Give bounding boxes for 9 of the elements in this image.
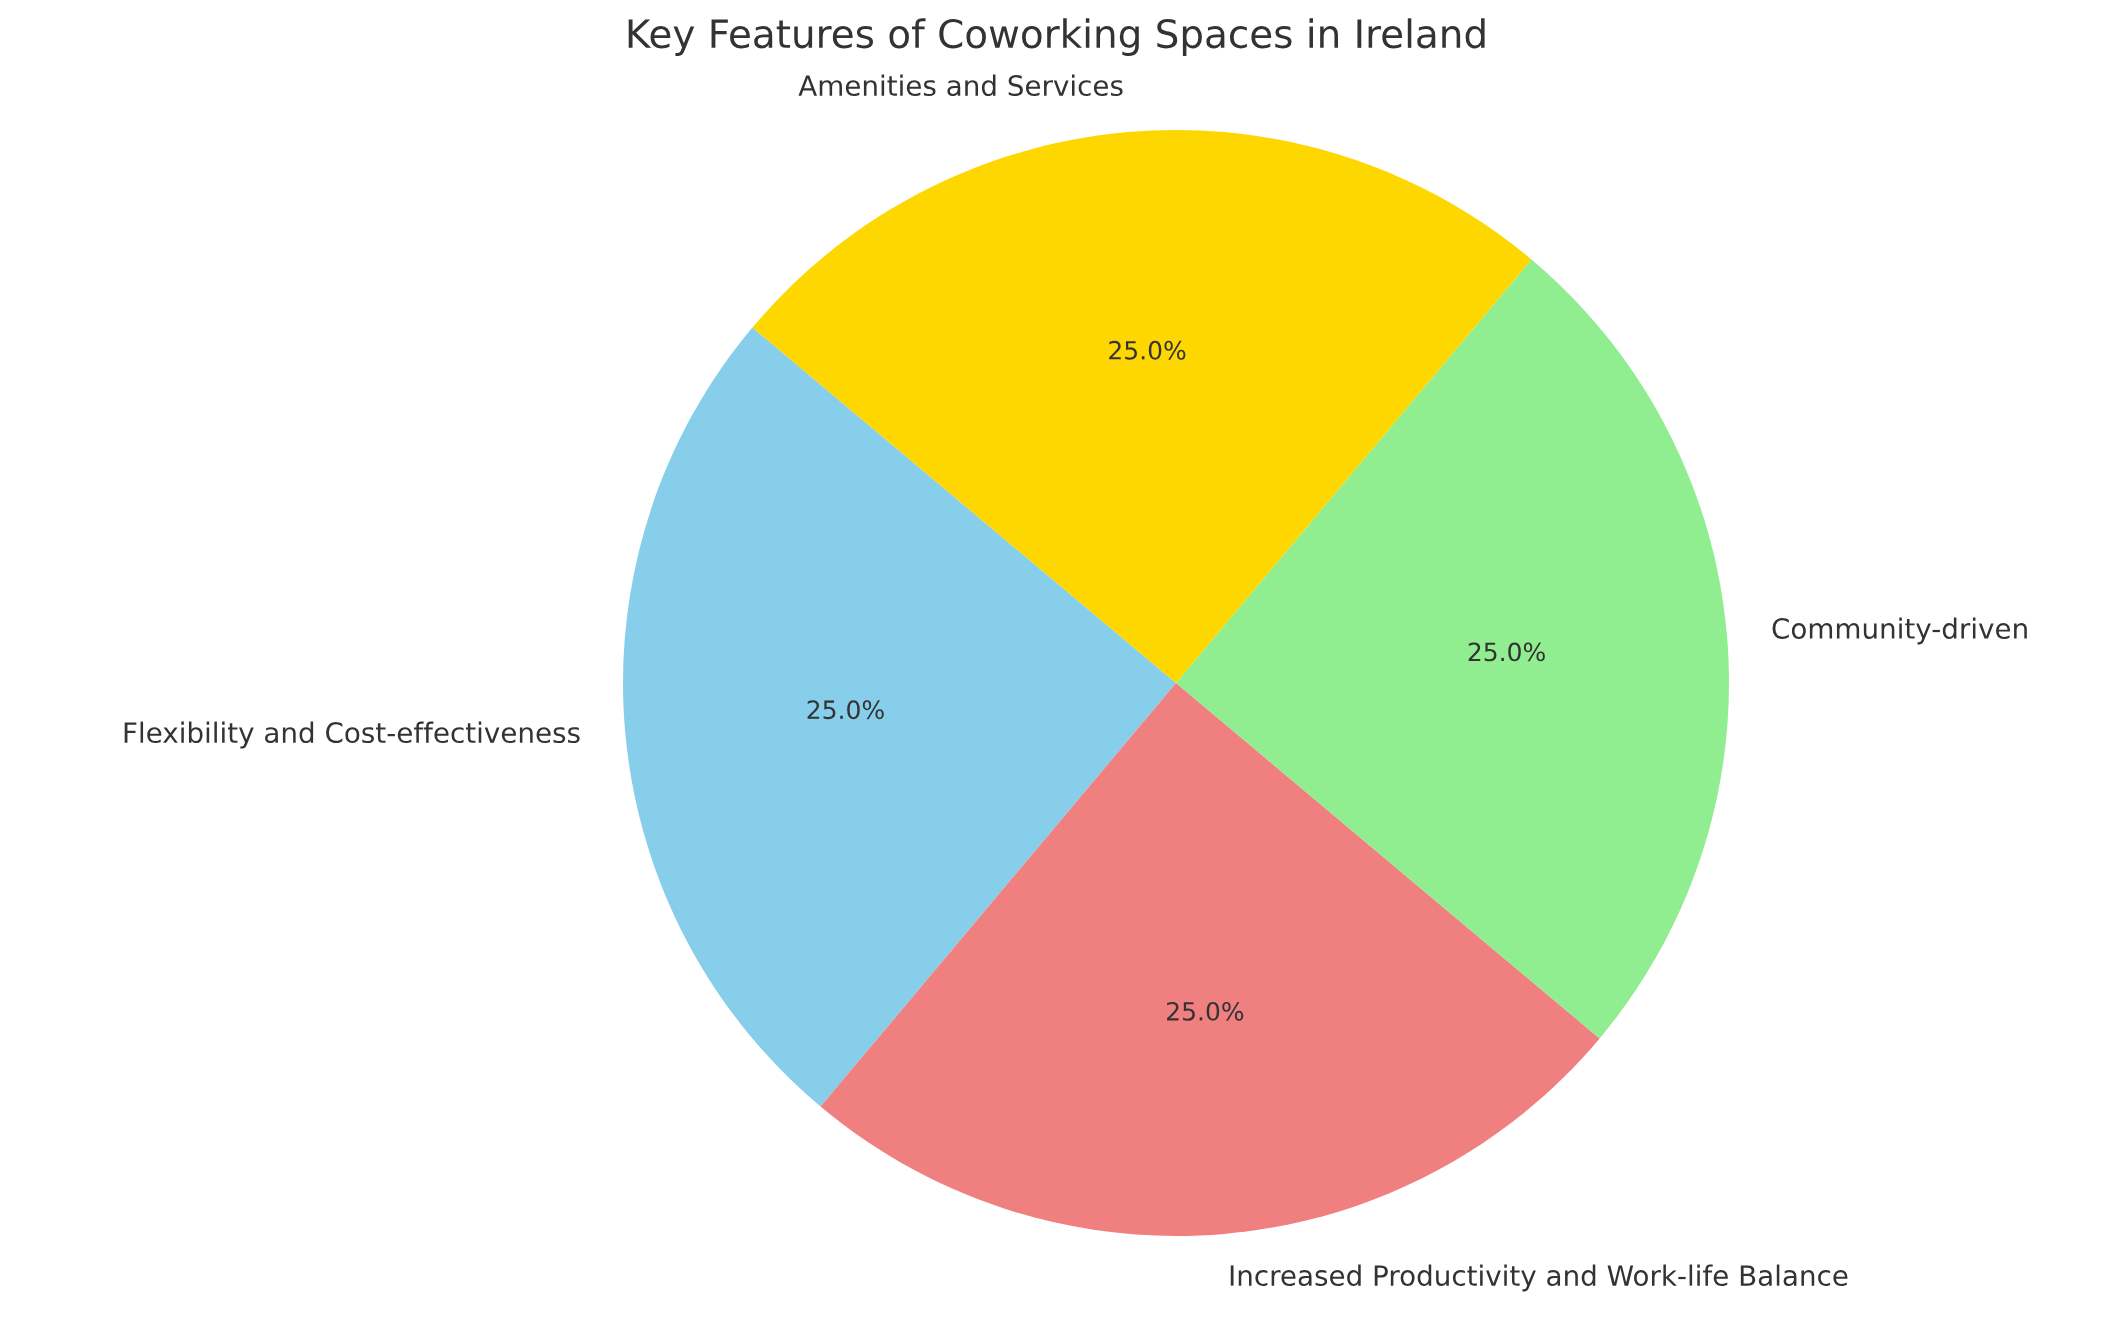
slice-label: Flexibility and Cost-effectiveness xyxy=(124,721,580,749)
data-label: 25.0% xyxy=(1167,1001,1244,1021)
chart-title: Key Features of Coworking Spaces in Ireland xyxy=(628,18,1485,56)
data-label: 25.0% xyxy=(1109,340,1186,360)
slice-label: Community-driven xyxy=(1772,617,2027,645)
data-label: 25.0% xyxy=(1468,642,1545,662)
slice-label: Increased Productivity and Work-life Balance xyxy=(1230,1264,1848,1292)
slice-label: Amenities and Services xyxy=(798,74,1123,97)
data-label: 25.0% xyxy=(807,700,884,720)
